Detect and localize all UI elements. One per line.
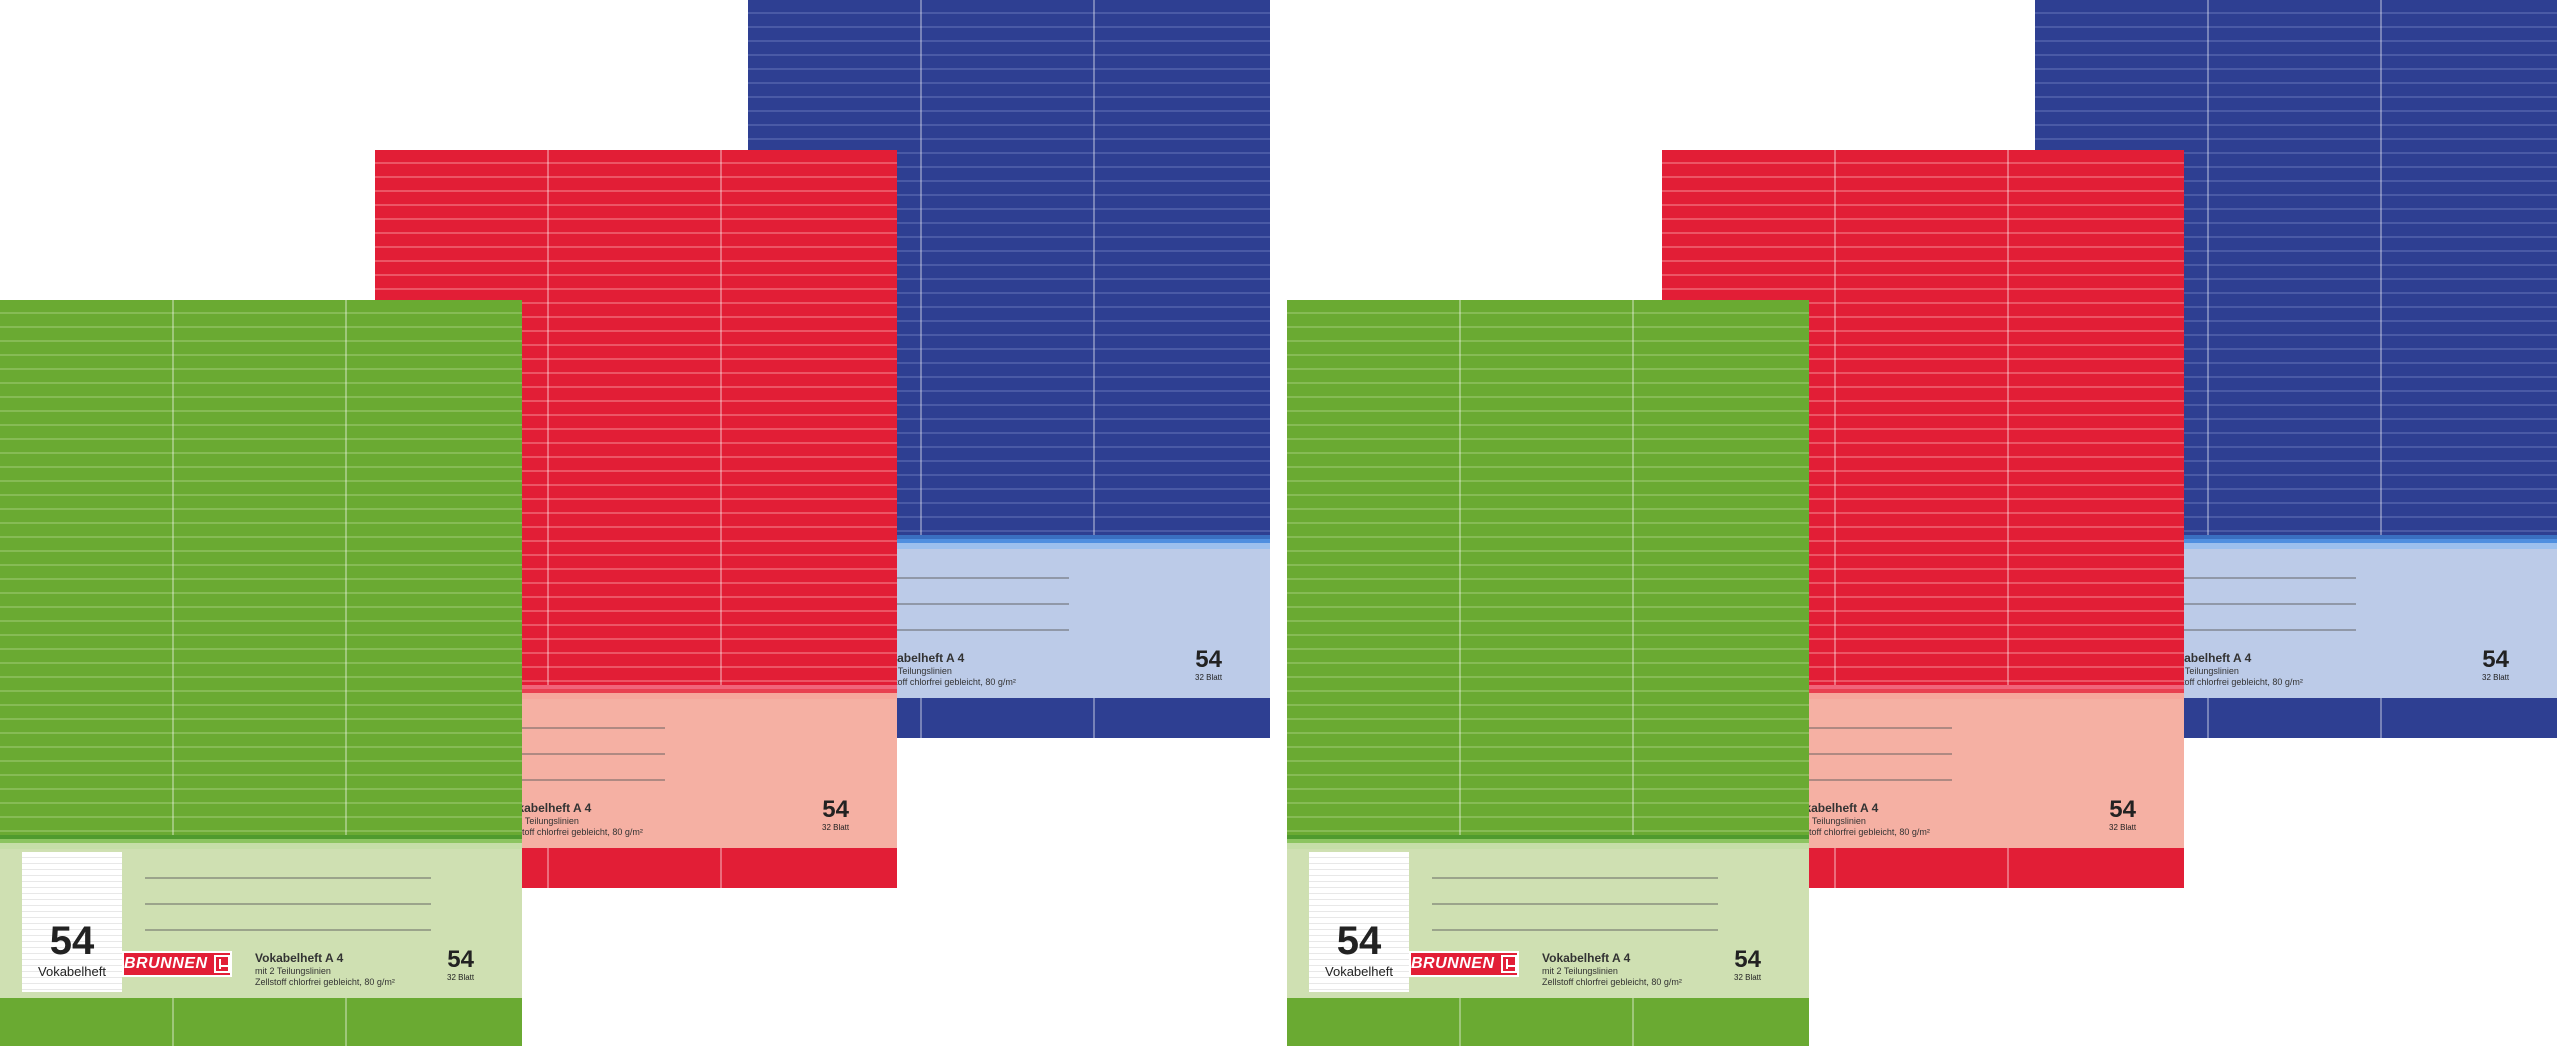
label-area: 54 Vokabelheft BRUNNEN Vokabelheft A 4 m… xyxy=(0,849,522,998)
writing-line xyxy=(145,903,431,905)
writing-line xyxy=(793,603,1069,605)
notebook-group-left: BRUNNEN Vokabelheft A 4 mit 2 Teilungsli… xyxy=(0,0,1270,1046)
tag-text: Vokabelheft xyxy=(38,964,106,979)
product-title: Vokabelheft A 4 xyxy=(503,801,592,815)
column-line xyxy=(920,698,922,738)
brand-mark-icon xyxy=(1500,955,1517,973)
column-line xyxy=(547,150,549,685)
column-line xyxy=(547,848,549,888)
product-paper: Zellstoff chlorfrei gebleicht, 80 g/m² xyxy=(1790,827,1930,837)
writing-line xyxy=(2080,629,2356,631)
ruling-number: 54 32 Blatt xyxy=(2482,646,2510,683)
decor-stripes xyxy=(1287,835,1809,849)
column-line xyxy=(1093,0,1095,535)
brunnen-logo: BRUNNEN xyxy=(1409,951,1519,977)
product-paper: Zellstoff chlorfrei gebleicht, 80 g/m² xyxy=(1542,977,1682,987)
column-line xyxy=(1834,848,1836,888)
product-info: Vokabelheft A 4 mit 2 Teilungslinien Zel… xyxy=(876,651,1016,688)
green-notebook: 54 Vokabelheft BRUNNEN Vokabelheft A 4 m… xyxy=(1287,300,1809,1046)
ruling-number: 54 32 Blatt xyxy=(822,796,850,833)
ruling-number: 54 32 Blatt xyxy=(1734,946,1762,983)
column-line xyxy=(1632,300,1634,835)
column-line xyxy=(720,150,722,685)
tag-number: 54 xyxy=(49,919,95,963)
column-line xyxy=(720,848,722,888)
ruling-number: 54 32 Blatt xyxy=(447,946,475,983)
writing-line xyxy=(1432,903,1718,905)
column-line xyxy=(2207,0,2209,535)
tag-number: 54 xyxy=(1336,919,1382,963)
product-info: Vokabelheft A 4 mit 2 Teilungslinien Zel… xyxy=(1790,801,1930,838)
product-paper: Zellstoff chlorfrei gebleicht, 80 g/m² xyxy=(503,827,643,837)
cover-bottom xyxy=(0,998,522,1046)
product-info: Vokabelheft A 4 mit 2 Teilungslinien Zel… xyxy=(2163,651,2303,688)
writing-line xyxy=(1432,929,1718,931)
column-line xyxy=(2380,0,2382,535)
writing-line xyxy=(145,929,431,931)
writing-line xyxy=(1432,877,1718,879)
column-line xyxy=(1632,998,1634,1046)
product-feature: mit 2 Teilungslinien xyxy=(1790,816,1866,826)
product-paper: Zellstoff chlorfrei gebleicht, 80 g/m² xyxy=(876,677,1016,687)
column-line xyxy=(172,998,174,1046)
column-line xyxy=(1459,998,1461,1046)
product-feature: mit 2 Teilungslinien xyxy=(255,966,331,976)
notebook-cover xyxy=(1287,300,1809,835)
writing-line xyxy=(793,629,1069,631)
column-line xyxy=(1093,698,1095,738)
writing-line xyxy=(793,577,1069,579)
number-tag: 54 Vokabelheft xyxy=(22,852,122,992)
product-paper: Zellstoff chlorfrei gebleicht, 80 g/m² xyxy=(2163,677,2303,687)
ruling-number: 54 32 Blatt xyxy=(1195,646,1223,683)
brand-mark-icon xyxy=(213,955,230,973)
label-area: 54 Vokabelheft BRUNNEN Vokabelheft A 4 m… xyxy=(1287,849,1809,998)
column-line xyxy=(1834,150,1836,685)
product-title: Vokabelheft A 4 xyxy=(1542,951,1631,965)
number-tag: 54 Vokabelheft xyxy=(1309,852,1409,992)
column-line xyxy=(2207,698,2209,738)
notebook-cover xyxy=(0,300,522,835)
product-title: Vokabelheft A 4 xyxy=(255,951,344,965)
product-feature: mit 2 Teilungslinien xyxy=(876,666,952,676)
column-line xyxy=(2007,848,2009,888)
column-line xyxy=(2007,150,2009,685)
product-feature: mit 2 Teilungslinien xyxy=(503,816,579,826)
column-line xyxy=(2380,698,2382,738)
notebook-group-right: BRUNNEN Vokabelheft A 4 mit 2 Teilungsli… xyxy=(1287,0,2560,1046)
product-info: Vokabelheft A 4 mit 2 Teilungslinien Zel… xyxy=(255,951,395,988)
green-notebook: 54 Vokabelheft BRUNNEN Vokabelheft A 4 m… xyxy=(0,300,522,1046)
product-title: Vokabelheft A 4 xyxy=(1790,801,1879,815)
product-feature: mit 2 Teilungslinien xyxy=(2163,666,2239,676)
writing-line xyxy=(2080,577,2356,579)
writing-line xyxy=(145,877,431,879)
column-line xyxy=(345,998,347,1046)
decor-stripes xyxy=(0,835,522,849)
product-paper: Zellstoff chlorfrei gebleicht, 80 g/m² xyxy=(255,977,395,987)
product-info: Vokabelheft A 4 mit 2 Teilungslinien Zel… xyxy=(503,801,643,838)
column-line xyxy=(1459,300,1461,835)
tag-text: Vokabelheft xyxy=(1325,964,1393,979)
writing-line xyxy=(2080,603,2356,605)
product-title: Vokabelheft A 4 xyxy=(2163,651,2252,665)
product-info: Vokabelheft A 4 mit 2 Teilungslinien Zel… xyxy=(1542,951,1682,988)
product-title: Vokabelheft A 4 xyxy=(876,651,965,665)
column-line xyxy=(920,0,922,535)
brunnen-logo: BRUNNEN xyxy=(122,951,232,977)
cover-bottom xyxy=(1287,998,1809,1046)
column-line xyxy=(345,300,347,835)
ruling-number: 54 32 Blatt xyxy=(2109,796,2137,833)
column-line xyxy=(172,300,174,835)
product-feature: mit 2 Teilungslinien xyxy=(1542,966,1618,976)
